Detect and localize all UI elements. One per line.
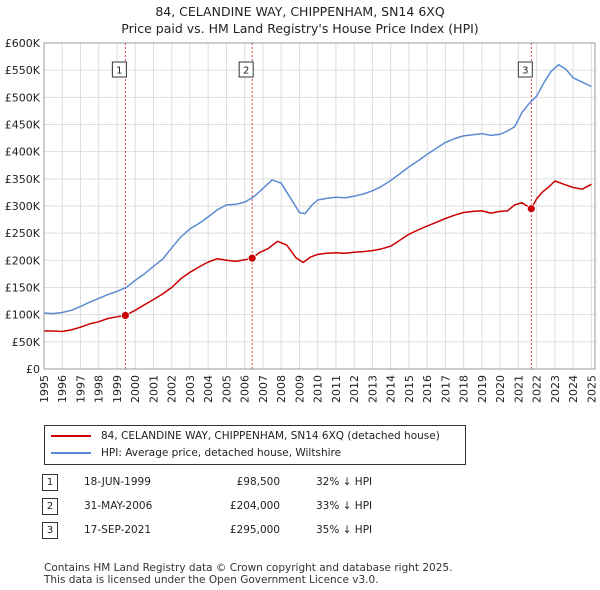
table-row: 3 17-SEP-2021 £295,000 35% ↓ HPI [42,518,372,542]
sale-labels: 1 2 3 [111,61,533,78]
transaction-date: 18-JUN-1999 [84,476,151,488]
y-tick-label: £500K [5,91,41,104]
x-tick-label: 2022 [531,375,544,403]
x-tick-label: 1995 [38,375,51,403]
legend-swatch-hpi [51,452,91,454]
y-tick-label: £150K [5,282,41,295]
transaction-hpi: 33% ↓ HPI [316,500,373,512]
y-tick-label: £400K [5,146,41,159]
sale-point [526,204,536,214]
transaction-hpi: 35% ↓ HPI [316,524,373,536]
x-tick-label: 2015 [403,375,416,403]
sale-label-text: 3 [522,66,528,77]
x-tick-label: 2020 [494,375,507,403]
y-tick-label: £350K [5,173,41,186]
y-tick-label: £200K [5,254,41,267]
x-tick-label: 2016 [421,375,434,403]
x-tick-label: 2014 [385,375,398,403]
x-tick-label: 2009 [293,375,306,403]
transaction-price: £98,500 [236,476,280,488]
x-tick-label: 2012 [348,375,361,403]
x-tick-label: 2003 [184,375,197,403]
x-tick-label: 2008 [275,375,288,403]
sale-points [120,204,536,320]
transaction-number: 1 [42,473,58,491]
x-tick-label: 2019 [476,375,489,403]
sale-label-text: 1 [116,66,122,77]
x-tick-label: 2010 [312,375,325,403]
plot-area-border [43,42,596,370]
y-tick-label: £100K [5,309,41,322]
x-tick-label: 1997 [74,375,87,403]
table-row: 1 18-JUN-1999 £98,500 32% ↓ HPI [42,470,372,494]
x-tick-label: 2000 [129,375,142,403]
x-tick-label: 2001 [147,375,160,403]
x-tick-label: 2018 [458,375,471,403]
sale-label: 3 [517,61,533,78]
sale-label: 1 [111,61,127,78]
property-price-line [44,180,592,333]
transaction-number: 2 [42,497,58,515]
transaction-price: £204,000 [229,500,280,512]
x-tick-label: 2002 [166,375,179,403]
chart-subtitle: Price paid vs. HM Land Registry's House … [121,21,479,36]
legend-label-hpi: HPI: Average price, detached house, Wilt… [101,447,342,459]
transactions-table: 1 18-JUN-1999 £98,500 32% ↓ HPI 2 31-MAY… [42,470,372,542]
table-row: 2 31-MAY-2006 £204,000 33% ↓ HPI [42,494,372,518]
sale-label-box [238,61,254,78]
sale-label-text: 2 [243,66,249,77]
transaction-number: 3 [42,521,58,539]
x-tick-label: 2021 [512,375,525,403]
transaction-date: 17-SEP-2021 [84,524,152,536]
x-tick-label: 2023 [549,375,562,403]
sale-point [247,253,257,263]
legend-item-property: 84, CELANDINE WAY, CHIPPENHAM, SN14 6XQ … [51,428,440,444]
x-tick-label: 1996 [56,375,69,403]
transaction-hpi: 32% ↓ HPI [316,476,373,488]
x-tick-label: 2011 [330,375,343,403]
legend: 84, CELANDINE WAY, CHIPPENHAM, SN14 6XQ … [44,425,466,465]
x-tick-label: 1998 [93,375,106,403]
x-tick-label: 2024 [567,375,580,403]
footer: Contains HM Land Registry data © Crown c… [44,562,452,586]
transaction-date: 31-MAY-2006 [84,500,153,512]
y-tick-label: £50K [12,336,41,349]
legend-label-property: 84, CELANDINE WAY, CHIPPENHAM, SN14 6XQ … [101,430,440,442]
y-tick-label: £300K [5,200,41,213]
sale-point [120,311,130,320]
y-tick-label: £450K [5,119,41,132]
x-tick-label: 2004 [202,375,215,403]
x-tick-label: 1999 [111,375,124,403]
axes: £0 £50K £100K £150K £200K £250K £300K £350K £400… [5,37,599,403]
y-tick-label: £250K [5,227,41,240]
x-tick-label: 2007 [257,375,270,403]
transaction-price: £295,000 [229,524,280,536]
legend-swatch-property [51,435,91,437]
x-tick-label: 2017 [439,375,452,403]
hpi-line [43,63,592,315]
sale-label-box [517,61,533,78]
legend-item-hpi: HPI: Average price, detached house, Wilt… [51,445,341,461]
series [43,63,592,333]
chart-title: 84, CELANDINE WAY, CHIPPENHAM, SN14 6XQ [155,4,445,19]
grid [43,42,595,370]
y-tick-label: £600K [5,37,41,50]
y-tick-label: £0 [26,363,40,376]
footer-licence: This data is licensed under the Open Gov… [44,574,379,586]
y-tick-label: £550K [5,64,41,77]
sale-label-box [111,61,127,78]
footer-copyright: Contains HM Land Registry data © Crown c… [44,562,453,574]
x-tick-label: 2005 [220,375,233,403]
sale-label: 2 [238,61,254,78]
x-tick-label: 2013 [366,375,379,403]
x-tick-label: 2025 [585,375,598,403]
price-chart: £0 £50K £100K £150K £200K £250K £300K £350K £400… [5,37,599,403]
x-tick-label: 2006 [239,375,252,403]
